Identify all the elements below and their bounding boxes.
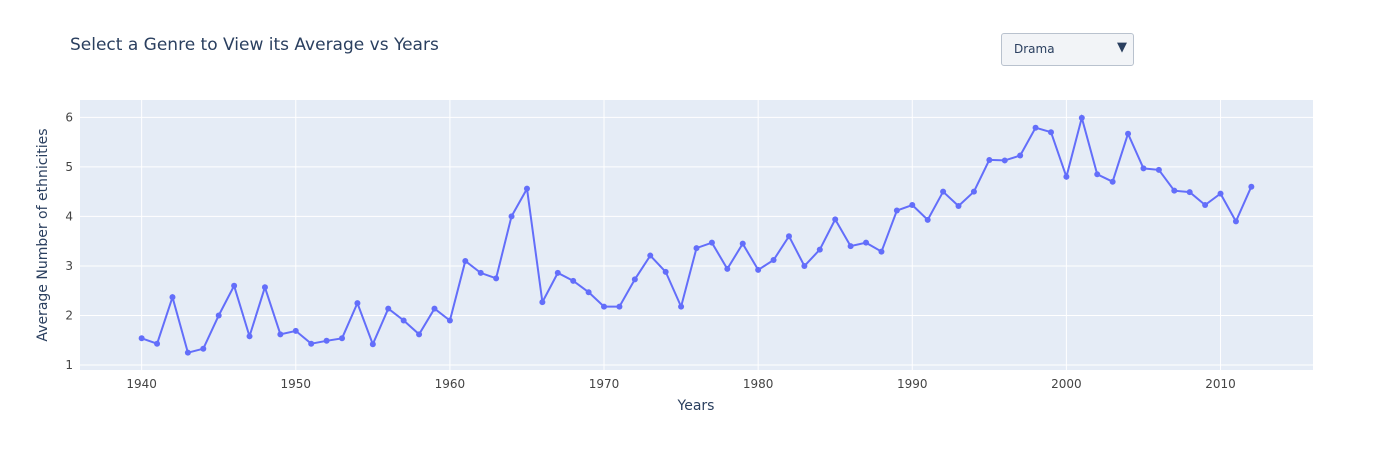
data-point[interactable] bbox=[277, 331, 284, 338]
data-point[interactable] bbox=[508, 213, 515, 220]
series-markers bbox=[138, 114, 1255, 356]
data-point[interactable] bbox=[308, 340, 315, 347]
x-tick-label: 1980 bbox=[743, 377, 774, 391]
x-tick-label: 2010 bbox=[1205, 377, 1236, 391]
y-tick-label: 1 bbox=[65, 358, 73, 372]
data-point[interactable] bbox=[693, 245, 700, 252]
data-point[interactable] bbox=[431, 305, 438, 312]
data-point[interactable] bbox=[523, 185, 530, 192]
x-tick-label: 1970 bbox=[589, 377, 620, 391]
data-point[interactable] bbox=[863, 239, 870, 246]
data-point[interactable] bbox=[385, 305, 392, 312]
x-tick-label: 1950 bbox=[281, 377, 312, 391]
x-tick-label: 1990 bbox=[897, 377, 928, 391]
data-point[interactable] bbox=[924, 216, 931, 223]
data-point[interactable] bbox=[215, 312, 222, 319]
data-point[interactable] bbox=[986, 156, 993, 163]
data-point[interactable] bbox=[1232, 218, 1239, 225]
data-point[interactable] bbox=[878, 248, 885, 255]
chevron-down-icon: ▼ bbox=[1117, 40, 1127, 55]
data-point[interactable] bbox=[477, 269, 484, 276]
data-point[interactable] bbox=[601, 303, 608, 310]
data-point[interactable] bbox=[770, 257, 777, 264]
y-tick-label: 6 bbox=[65, 110, 73, 124]
data-point[interactable] bbox=[416, 331, 423, 338]
grid-lines bbox=[80, 100, 1313, 370]
data-point[interactable] bbox=[1109, 178, 1116, 185]
data-point[interactable] bbox=[184, 349, 191, 356]
data-point[interactable] bbox=[354, 300, 361, 307]
data-point[interactable] bbox=[1047, 129, 1054, 136]
data-point[interactable] bbox=[339, 335, 346, 342]
data-point[interactable] bbox=[585, 289, 592, 296]
data-point[interactable] bbox=[292, 327, 299, 334]
genre-dropdown-value: Drama bbox=[1014, 42, 1055, 56]
data-point[interactable] bbox=[832, 216, 839, 223]
data-point[interactable] bbox=[647, 252, 654, 259]
y-tick-label: 2 bbox=[65, 309, 73, 323]
x-tick-label: 1960 bbox=[435, 377, 466, 391]
data-point[interactable] bbox=[955, 203, 962, 210]
data-point[interactable] bbox=[724, 265, 731, 272]
data-point[interactable] bbox=[138, 335, 145, 342]
data-point[interactable] bbox=[816, 246, 823, 253]
data-point[interactable] bbox=[1171, 187, 1178, 194]
data-point[interactable] bbox=[154, 340, 161, 347]
genre-dropdown[interactable]: Drama ▼ bbox=[1001, 33, 1134, 66]
data-point[interactable] bbox=[1001, 157, 1008, 164]
data-point[interactable] bbox=[1063, 173, 1070, 180]
y-tick-label: 4 bbox=[65, 209, 73, 223]
data-point[interactable] bbox=[755, 266, 762, 273]
data-point[interactable] bbox=[570, 277, 577, 284]
data-point[interactable] bbox=[323, 337, 330, 344]
data-point[interactable] bbox=[1078, 114, 1085, 121]
plot-background bbox=[80, 100, 1313, 370]
data-point[interactable] bbox=[446, 317, 453, 324]
data-point[interactable] bbox=[369, 341, 376, 348]
data-point[interactable] bbox=[1155, 166, 1162, 173]
data-point[interactable] bbox=[893, 207, 900, 214]
data-point[interactable] bbox=[785, 233, 792, 240]
data-point[interactable] bbox=[739, 240, 746, 247]
data-point[interactable] bbox=[1032, 124, 1039, 131]
data-point[interactable] bbox=[1094, 171, 1101, 178]
data-point[interactable] bbox=[1217, 190, 1224, 197]
data-point[interactable] bbox=[662, 268, 669, 275]
data-point[interactable] bbox=[246, 333, 253, 340]
data-point[interactable] bbox=[554, 269, 561, 276]
x-tick-label: 2000 bbox=[1051, 377, 1082, 391]
data-point[interactable] bbox=[616, 303, 623, 310]
data-point[interactable] bbox=[169, 294, 176, 301]
data-point[interactable] bbox=[1186, 189, 1193, 196]
data-point[interactable] bbox=[909, 202, 916, 209]
data-point[interactable] bbox=[1248, 183, 1255, 190]
data-point[interactable] bbox=[631, 276, 638, 283]
data-point[interactable] bbox=[462, 258, 469, 265]
y-tick-label: 5 bbox=[65, 160, 73, 174]
data-point[interactable] bbox=[493, 275, 500, 282]
data-point[interactable] bbox=[261, 284, 268, 291]
axis-ticks: 1940 1950 1960 1970 1980 1990 2000 2010 1 2 3 4 5 6 bbox=[65, 110, 1235, 391]
data-point[interactable] bbox=[847, 243, 854, 250]
data-point[interactable] bbox=[678, 303, 685, 310]
data-point[interactable] bbox=[400, 317, 407, 324]
data-point[interactable] bbox=[708, 239, 715, 246]
data-point[interactable] bbox=[970, 188, 977, 195]
y-tick-label: 3 bbox=[65, 259, 73, 273]
chart-title: Select a Genre to View its Average vs Ye… bbox=[70, 35, 439, 55]
data-point[interactable] bbox=[231, 282, 238, 289]
data-point[interactable] bbox=[1125, 130, 1132, 137]
data-point[interactable] bbox=[1202, 202, 1209, 209]
data-point[interactable] bbox=[1140, 165, 1147, 172]
x-axis-label: Years bbox=[677, 398, 715, 414]
data-point[interactable] bbox=[200, 345, 207, 352]
data-point[interactable] bbox=[539, 299, 546, 306]
data-point[interactable] bbox=[940, 188, 947, 195]
y-axis-label: Average Number of ethnicities bbox=[35, 128, 51, 341]
x-tick-label: 1940 bbox=[126, 377, 157, 391]
data-point[interactable] bbox=[801, 262, 808, 269]
data-point[interactable] bbox=[1017, 152, 1024, 159]
